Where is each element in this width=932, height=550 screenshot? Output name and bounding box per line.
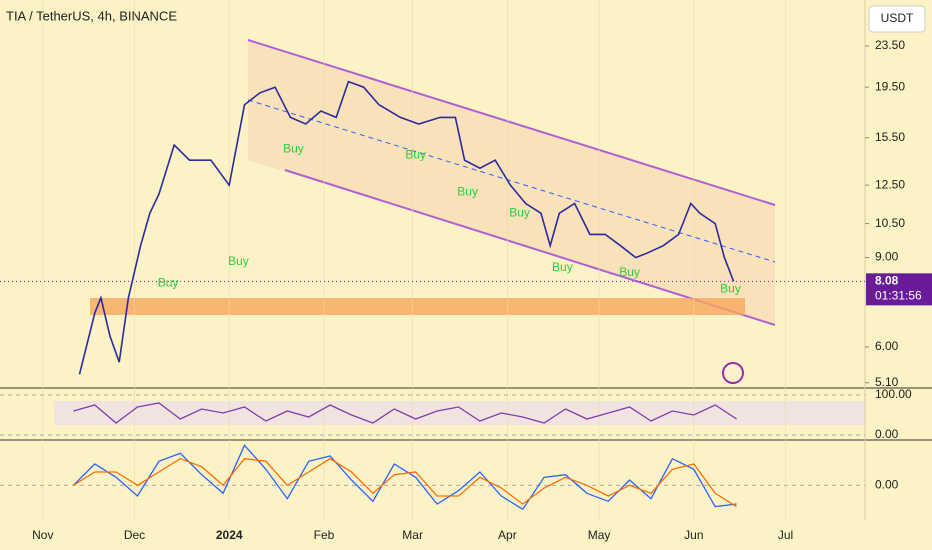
channel-top — [247, 39, 776, 206]
x-tick-label: Jun — [684, 528, 703, 542]
x-tick-label: Apr — [498, 528, 517, 542]
chart-title: TIA / TetherUS, 4h, BINANCE — [6, 8, 177, 23]
x-tick-label: May — [588, 528, 611, 542]
price-line — [78, 80, 735, 375]
buy-signal: Buy — [405, 148, 426, 162]
y-tick-label: 23.50 — [875, 38, 905, 52]
channel-mid — [247, 99, 776, 263]
y-tick-label: 15.50 — [875, 130, 905, 144]
last-price-box — [866, 273, 932, 306]
buy-signal: Buy — [509, 206, 530, 220]
y-tick-label: 10.50 — [875, 216, 905, 230]
x-tick-label: Nov — [32, 528, 53, 542]
buy-signal: Buy — [619, 265, 640, 279]
currency-label: USDT — [881, 11, 914, 25]
support-zone — [90, 298, 745, 315]
x-tick-label: Jul — [778, 528, 793, 542]
y-tick-label: 12.50 — [875, 177, 905, 191]
buy-signal: Buy — [552, 260, 573, 274]
x-tick-label: Dec — [124, 528, 145, 542]
buy-signal: Buy — [720, 281, 741, 295]
indicator-line — [73, 457, 737, 508]
pane-tick-label: 0.00 — [875, 427, 899, 441]
rsi-band — [54, 401, 865, 425]
indicator-line — [73, 402, 737, 424]
x-tick-label: 2024 — [216, 528, 243, 542]
last-price-label: 8.08 — [875, 274, 899, 288]
pane-tick-label: 0.00 — [875, 478, 899, 492]
y-tick-label: 5.10 — [875, 375, 899, 389]
y-tick-label: 19.50 — [875, 79, 905, 93]
buy-signal: Buy — [158, 276, 179, 290]
indicator-line — [72, 444, 737, 511]
currency-button[interactable] — [868, 5, 926, 33]
y-tick-label: 9.00 — [875, 250, 899, 264]
buy-signal: Buy — [457, 185, 478, 199]
x-tick-label: Feb — [314, 528, 335, 542]
buy-signal: Buy — [228, 254, 249, 268]
alert-icon[interactable] — [722, 362, 744, 384]
pane-tick-label: 100.00 — [875, 387, 912, 401]
buy-signal: Buy — [283, 142, 304, 156]
countdown-label: 01:31:56 — [875, 289, 922, 303]
x-tick-label: Mar — [402, 528, 423, 542]
y-tick-label: 6.00 — [875, 339, 899, 353]
